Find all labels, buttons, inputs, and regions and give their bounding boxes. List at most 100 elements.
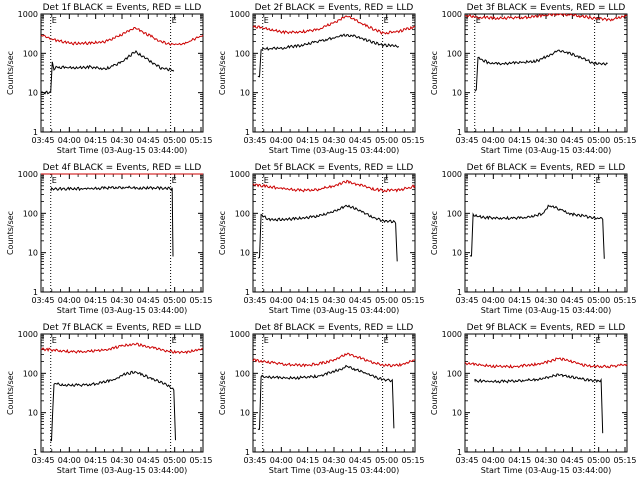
chart-title: Det 8f BLACK = Events, RED = LLD	[255, 323, 414, 333]
event-marker-label: E	[596, 16, 601, 25]
y-tick-label: 1000	[442, 330, 462, 339]
x-tick-label: 03:45	[243, 296, 266, 305]
x-axis-label: Start Time (03-Aug-15 03:44:00)	[57, 306, 188, 315]
y-tick-label: 10	[28, 249, 38, 258]
y-tick-label: 1	[245, 288, 250, 297]
event-marker-label: E	[172, 176, 177, 185]
x-tick-label: 04:15	[84, 296, 107, 305]
series-line-events	[474, 49, 608, 92]
chart-title: Det 7f BLACK = Events, RED = LLD	[43, 323, 202, 333]
series-line-events	[257, 204, 398, 262]
x-tick-label: 04:00	[270, 136, 293, 145]
y-tick-label: 100	[235, 49, 250, 58]
event-marker-label: E	[52, 176, 57, 185]
x-tick-label: 04:30	[110, 136, 133, 145]
x-tick-label: 04:00	[58, 296, 81, 305]
chart-panel-8: Det 8f BLACK = Events, RED = LLD 1 10 100 10…	[218, 323, 425, 475]
x-tick-label: 05:15	[189, 296, 212, 305]
plot-frame	[40, 173, 204, 293]
x-tick-label: 05:15	[613, 136, 636, 145]
x-tick-label: 05:00	[587, 456, 610, 465]
y-tick-label: 100	[235, 369, 250, 378]
y-tick-label: 10	[28, 89, 38, 98]
event-marker-label: E	[264, 16, 269, 25]
x-tick-label: 05:00	[587, 296, 610, 305]
chart-panel-9: Det 9f BLACK = Events, RED = LLD 1 10 100 10…	[430, 323, 637, 475]
series-line-lld	[252, 15, 416, 35]
x-tick-label: 04:45	[349, 136, 372, 145]
y-tick-label: 10	[452, 249, 462, 258]
event-marker-label: E	[596, 336, 601, 345]
y-tick-label: 1	[33, 448, 38, 457]
x-tick-label: 04:30	[110, 456, 133, 465]
plot-frame	[464, 13, 628, 133]
y-tick-label: 1	[245, 448, 250, 457]
x-axis-label: Start Time (03-Aug-15 03:44:00)	[481, 466, 612, 475]
series-line-lld	[40, 342, 204, 355]
chart-panel-1: Det 1f BLACK = Events, RED = LLD 1 10 100 10…	[6, 3, 213, 155]
y-tick-label: 1000	[18, 330, 38, 339]
y-tick-label: 10	[240, 409, 250, 418]
x-tick-label: 05:15	[613, 296, 636, 305]
x-tick-label: 05:00	[375, 296, 398, 305]
x-tick-label: 05:15	[401, 456, 424, 465]
x-tick-label: 05:15	[613, 456, 636, 465]
event-marker-label: E	[384, 16, 389, 25]
x-tick-label: 04:15	[84, 456, 107, 465]
chart-panel-6: Det 6f BLACK = Events, RED = LLD 1 10 100 10…	[430, 163, 637, 315]
series-line-lld	[464, 13, 628, 22]
y-tick-label: 10	[452, 409, 462, 418]
event-marker-label: E	[596, 176, 601, 185]
x-tick-label: 03:45	[31, 456, 54, 465]
series-line-lld	[464, 357, 628, 369]
series-line-events	[40, 50, 175, 95]
x-tick-label: 05:15	[401, 296, 424, 305]
chart-title: Det 1f BLACK = Events, RED = LLD	[43, 3, 202, 13]
y-tick-label: 100	[447, 49, 462, 58]
y-tick-label: 10	[240, 249, 250, 258]
x-tick-label: 04:00	[482, 136, 505, 145]
x-tick-label: 04:15	[296, 136, 319, 145]
y-tick-label: 1000	[230, 170, 250, 179]
y-axis-label: Counts/sec	[430, 211, 439, 255]
y-tick-label: 1	[457, 448, 462, 457]
x-tick-label: 04:30	[322, 296, 345, 305]
plot-frame	[252, 173, 416, 293]
event-marker-label: E	[476, 16, 481, 25]
series-line-events	[257, 364, 395, 430]
plot-frame	[464, 173, 628, 293]
x-tick-label: 05:00	[375, 136, 398, 145]
x-tick-label: 04:00	[270, 296, 293, 305]
chart-title: Det 4f BLACK = Events, RED = LLD	[43, 163, 202, 173]
series-line-events	[257, 33, 400, 78]
plot-frame	[252, 333, 416, 453]
x-tick-label: 04:30	[110, 296, 133, 305]
x-tick-label: 04:15	[508, 456, 531, 465]
x-tick-label: 05:15	[189, 456, 212, 465]
x-tick-label: 04:15	[84, 136, 107, 145]
y-tick-label: 1000	[442, 10, 462, 19]
y-axis-label: Counts/sec	[430, 371, 439, 415]
y-tick-label: 1	[245, 128, 250, 137]
x-axis-label: Start Time (03-Aug-15 03:44:00)	[269, 146, 400, 155]
x-tick-label: 04:45	[137, 296, 160, 305]
chart-title: Det 3f BLACK = Events, RED = LLD	[467, 3, 626, 13]
series-line-events	[469, 204, 605, 259]
event-marker-label: E	[52, 16, 57, 25]
chart-title: Det 9f BLACK = Events, RED = LLD	[467, 323, 626, 333]
y-tick-label: 100	[23, 369, 38, 378]
x-tick-label: 05:00	[587, 136, 610, 145]
chart-title: Det 5f BLACK = Events, RED = LLD	[255, 163, 414, 173]
y-tick-label: 1	[33, 128, 38, 137]
series-line-lld	[252, 179, 416, 193]
x-tick-label: 05:00	[163, 136, 186, 145]
chart-panel-5: Det 5f BLACK = Events, RED = LLD 1 10 100 10…	[218, 163, 425, 315]
x-tick-label: 03:45	[455, 296, 478, 305]
y-tick-label: 100	[23, 49, 38, 58]
x-tick-label: 04:45	[137, 136, 160, 145]
series-line-events	[50, 185, 174, 257]
x-tick-label: 03:45	[31, 296, 54, 305]
x-tick-label: 04:45	[561, 136, 584, 145]
y-tick-label: 1000	[442, 170, 462, 179]
